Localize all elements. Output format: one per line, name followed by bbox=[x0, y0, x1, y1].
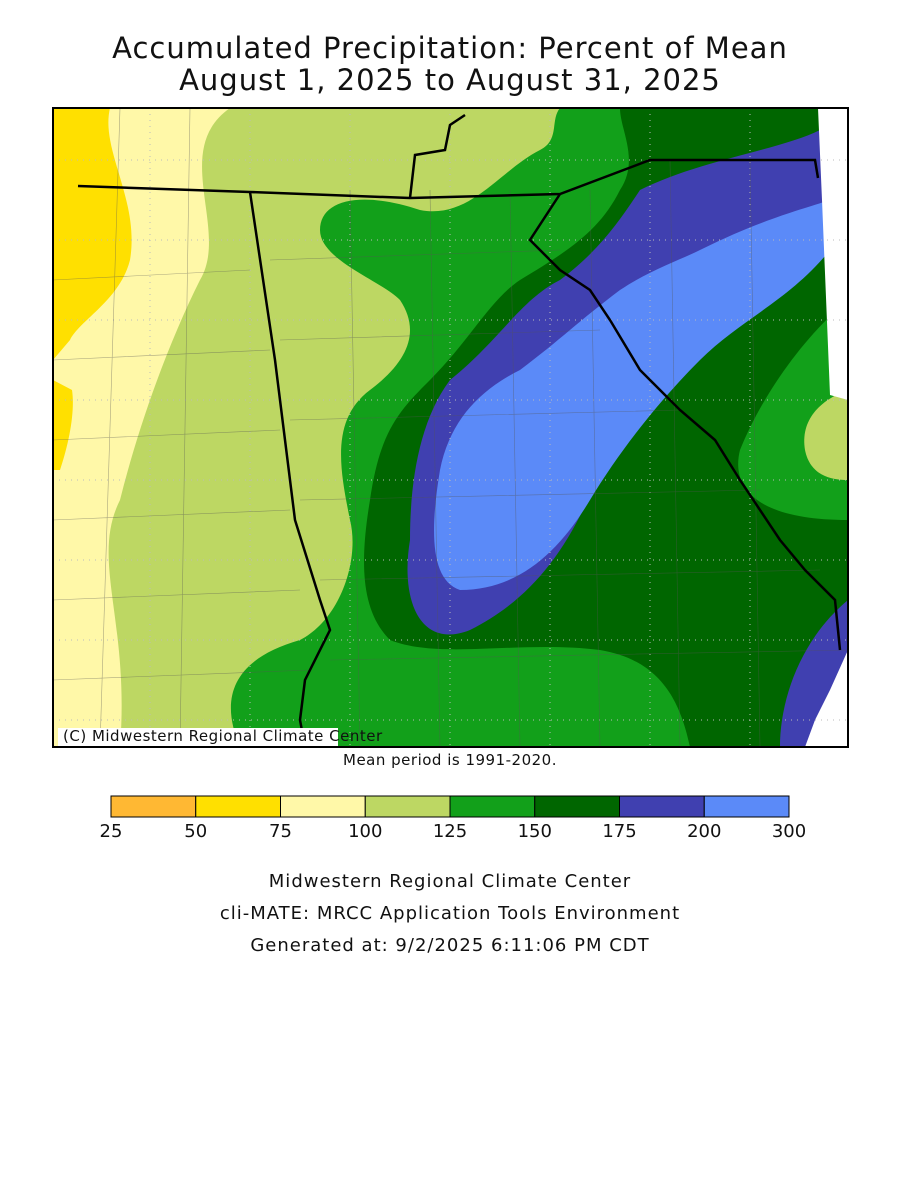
legend-swatch bbox=[449, 795, 536, 818]
legend-label: 100 bbox=[348, 821, 382, 842]
region-50-75 bbox=[53, 108, 132, 470]
legend-swatch bbox=[110, 795, 197, 818]
legend-label: 75 bbox=[269, 821, 292, 842]
legend-swatch bbox=[619, 795, 705, 818]
footer-line: Midwestern Regional Climate Center bbox=[269, 871, 631, 892]
outside-area bbox=[805, 108, 848, 747]
mean-period-note: Mean period is 1991-2020. bbox=[343, 751, 557, 769]
county-lines bbox=[53, 108, 848, 747]
region-200-300 bbox=[434, 200, 830, 590]
credit-box bbox=[58, 728, 338, 746]
legend-swatch bbox=[703, 795, 790, 818]
legend-swatch bbox=[364, 795, 451, 818]
map: (C) Midwestern Regional Climate Center bbox=[53, 108, 848, 747]
legend-label: 50 bbox=[184, 821, 207, 842]
region-100-125 bbox=[804, 390, 848, 480]
footer-line: cli-MATE: MRCC Application Tools Environ… bbox=[220, 903, 680, 924]
legend-swatch bbox=[534, 795, 620, 818]
map-frame bbox=[52, 107, 849, 748]
legend-swatch bbox=[280, 795, 366, 818]
legend: 25 50 75 100 125 150 175 200 300 bbox=[100, 795, 806, 842]
legend-label: 150 bbox=[518, 821, 552, 842]
legend-label: 300 bbox=[772, 821, 806, 842]
legend-label: 125 bbox=[433, 821, 467, 842]
state-borders bbox=[77, 113, 842, 747]
legend-label: 25 bbox=[100, 821, 123, 842]
credit: (C) Midwestern Regional Climate Center bbox=[63, 727, 383, 745]
title-line: August 1, 2025 to August 31, 2025 bbox=[179, 63, 721, 97]
legend-label: 175 bbox=[602, 821, 636, 842]
legend-swatch bbox=[195, 795, 281, 818]
title-line: Accumulated Precipitation: Percent of Me… bbox=[112, 31, 788, 65]
legend-label: 200 bbox=[687, 821, 721, 842]
footer-line: Generated at: 9/2/2025 6:11:06 PM CDT bbox=[250, 935, 649, 956]
